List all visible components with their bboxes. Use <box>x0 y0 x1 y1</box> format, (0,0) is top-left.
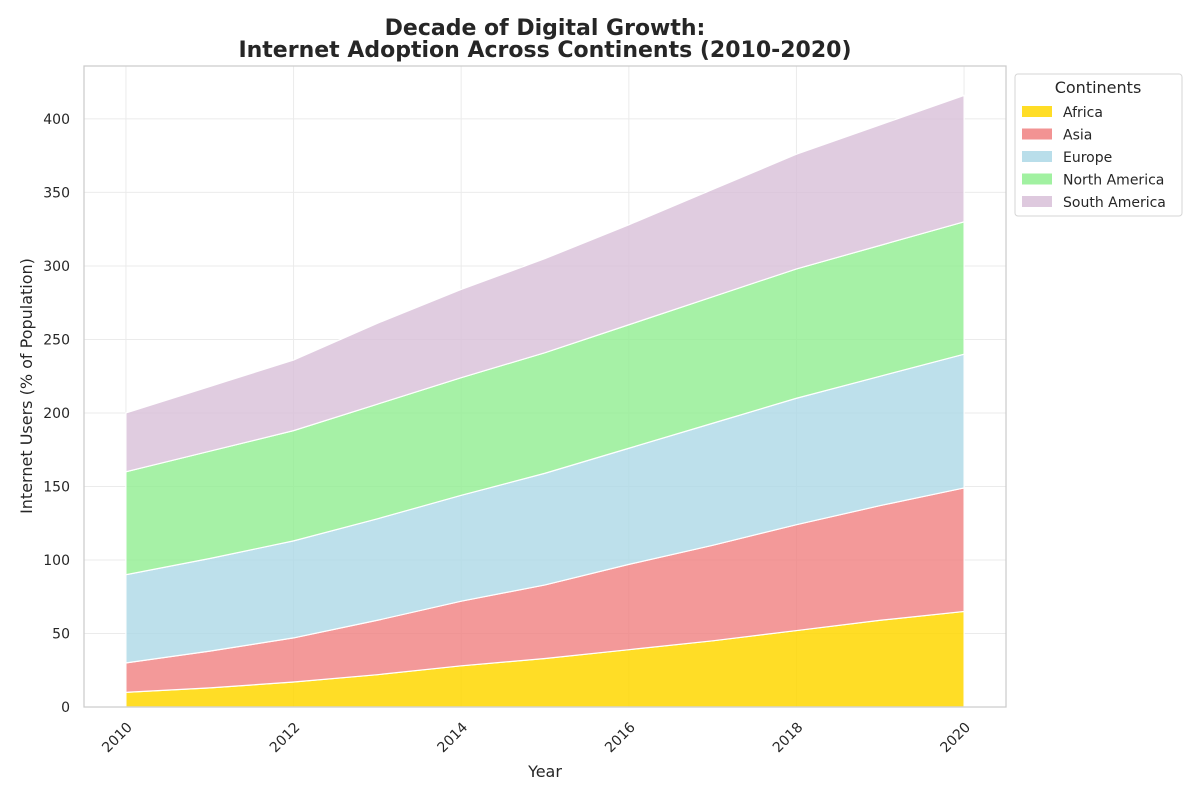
legend-swatch <box>1022 151 1052 162</box>
y-tick-label: 0 <box>61 700 70 716</box>
y-tick-label: 150 <box>43 479 70 495</box>
legend-title: Continents <box>1055 78 1142 97</box>
x-tick-label: 2018 <box>770 720 807 757</box>
y-tick-label: 250 <box>43 332 70 348</box>
legend-label: South America <box>1063 195 1166 211</box>
y-tick-label: 50 <box>52 626 70 642</box>
x-tick-label: 2010 <box>99 720 136 757</box>
y-tick-label: 300 <box>43 259 70 275</box>
legend-swatch <box>1022 128 1052 140</box>
area-south-america <box>125 94 965 473</box>
legend-label: Asia <box>1063 128 1092 144</box>
y-tick-label: 200 <box>43 406 70 422</box>
legend-swatch <box>1022 196 1052 207</box>
y-axis-ticks: 0 50 100 150 200 250 300 350 400 <box>43 112 70 716</box>
y-tick-label: 100 <box>43 553 70 569</box>
area-layer <box>125 94 965 708</box>
x-axis-label: Year <box>527 762 562 781</box>
legend-label: Africa <box>1063 105 1103 121</box>
y-axis-label: Internet Users (% of Population) <box>17 258 36 514</box>
legend-items: Africa Asia Europe North America South Ameri… <box>1022 105 1166 211</box>
x-axis-ticks: 2010 2012 2014 2016 2018 2020 <box>99 720 974 757</box>
y-tick-label: 350 <box>43 185 70 201</box>
plot-frame <box>83 65 1007 708</box>
x-tick-label: 2020 <box>937 720 974 757</box>
legend-swatch <box>1022 106 1052 117</box>
legend-frame <box>1014 73 1183 217</box>
legend-label: North America <box>1063 173 1164 189</box>
x-tick-label: 2012 <box>267 720 304 757</box>
chart-title-line-2: Internet Adoption Across Continents (201… <box>238 38 851 63</box>
legend: Continents Africa Asia Europe North America… <box>1014 73 1183 217</box>
legend-label: Europe <box>1063 150 1112 166</box>
chart-title-line-1: Decade of Digital Growth: <box>385 16 706 41</box>
x-tick-label: 2016 <box>602 720 639 757</box>
x-tick-label: 2014 <box>435 720 472 757</box>
y-tick-label: 400 <box>43 112 70 128</box>
legend-swatch <box>1022 173 1052 185</box>
